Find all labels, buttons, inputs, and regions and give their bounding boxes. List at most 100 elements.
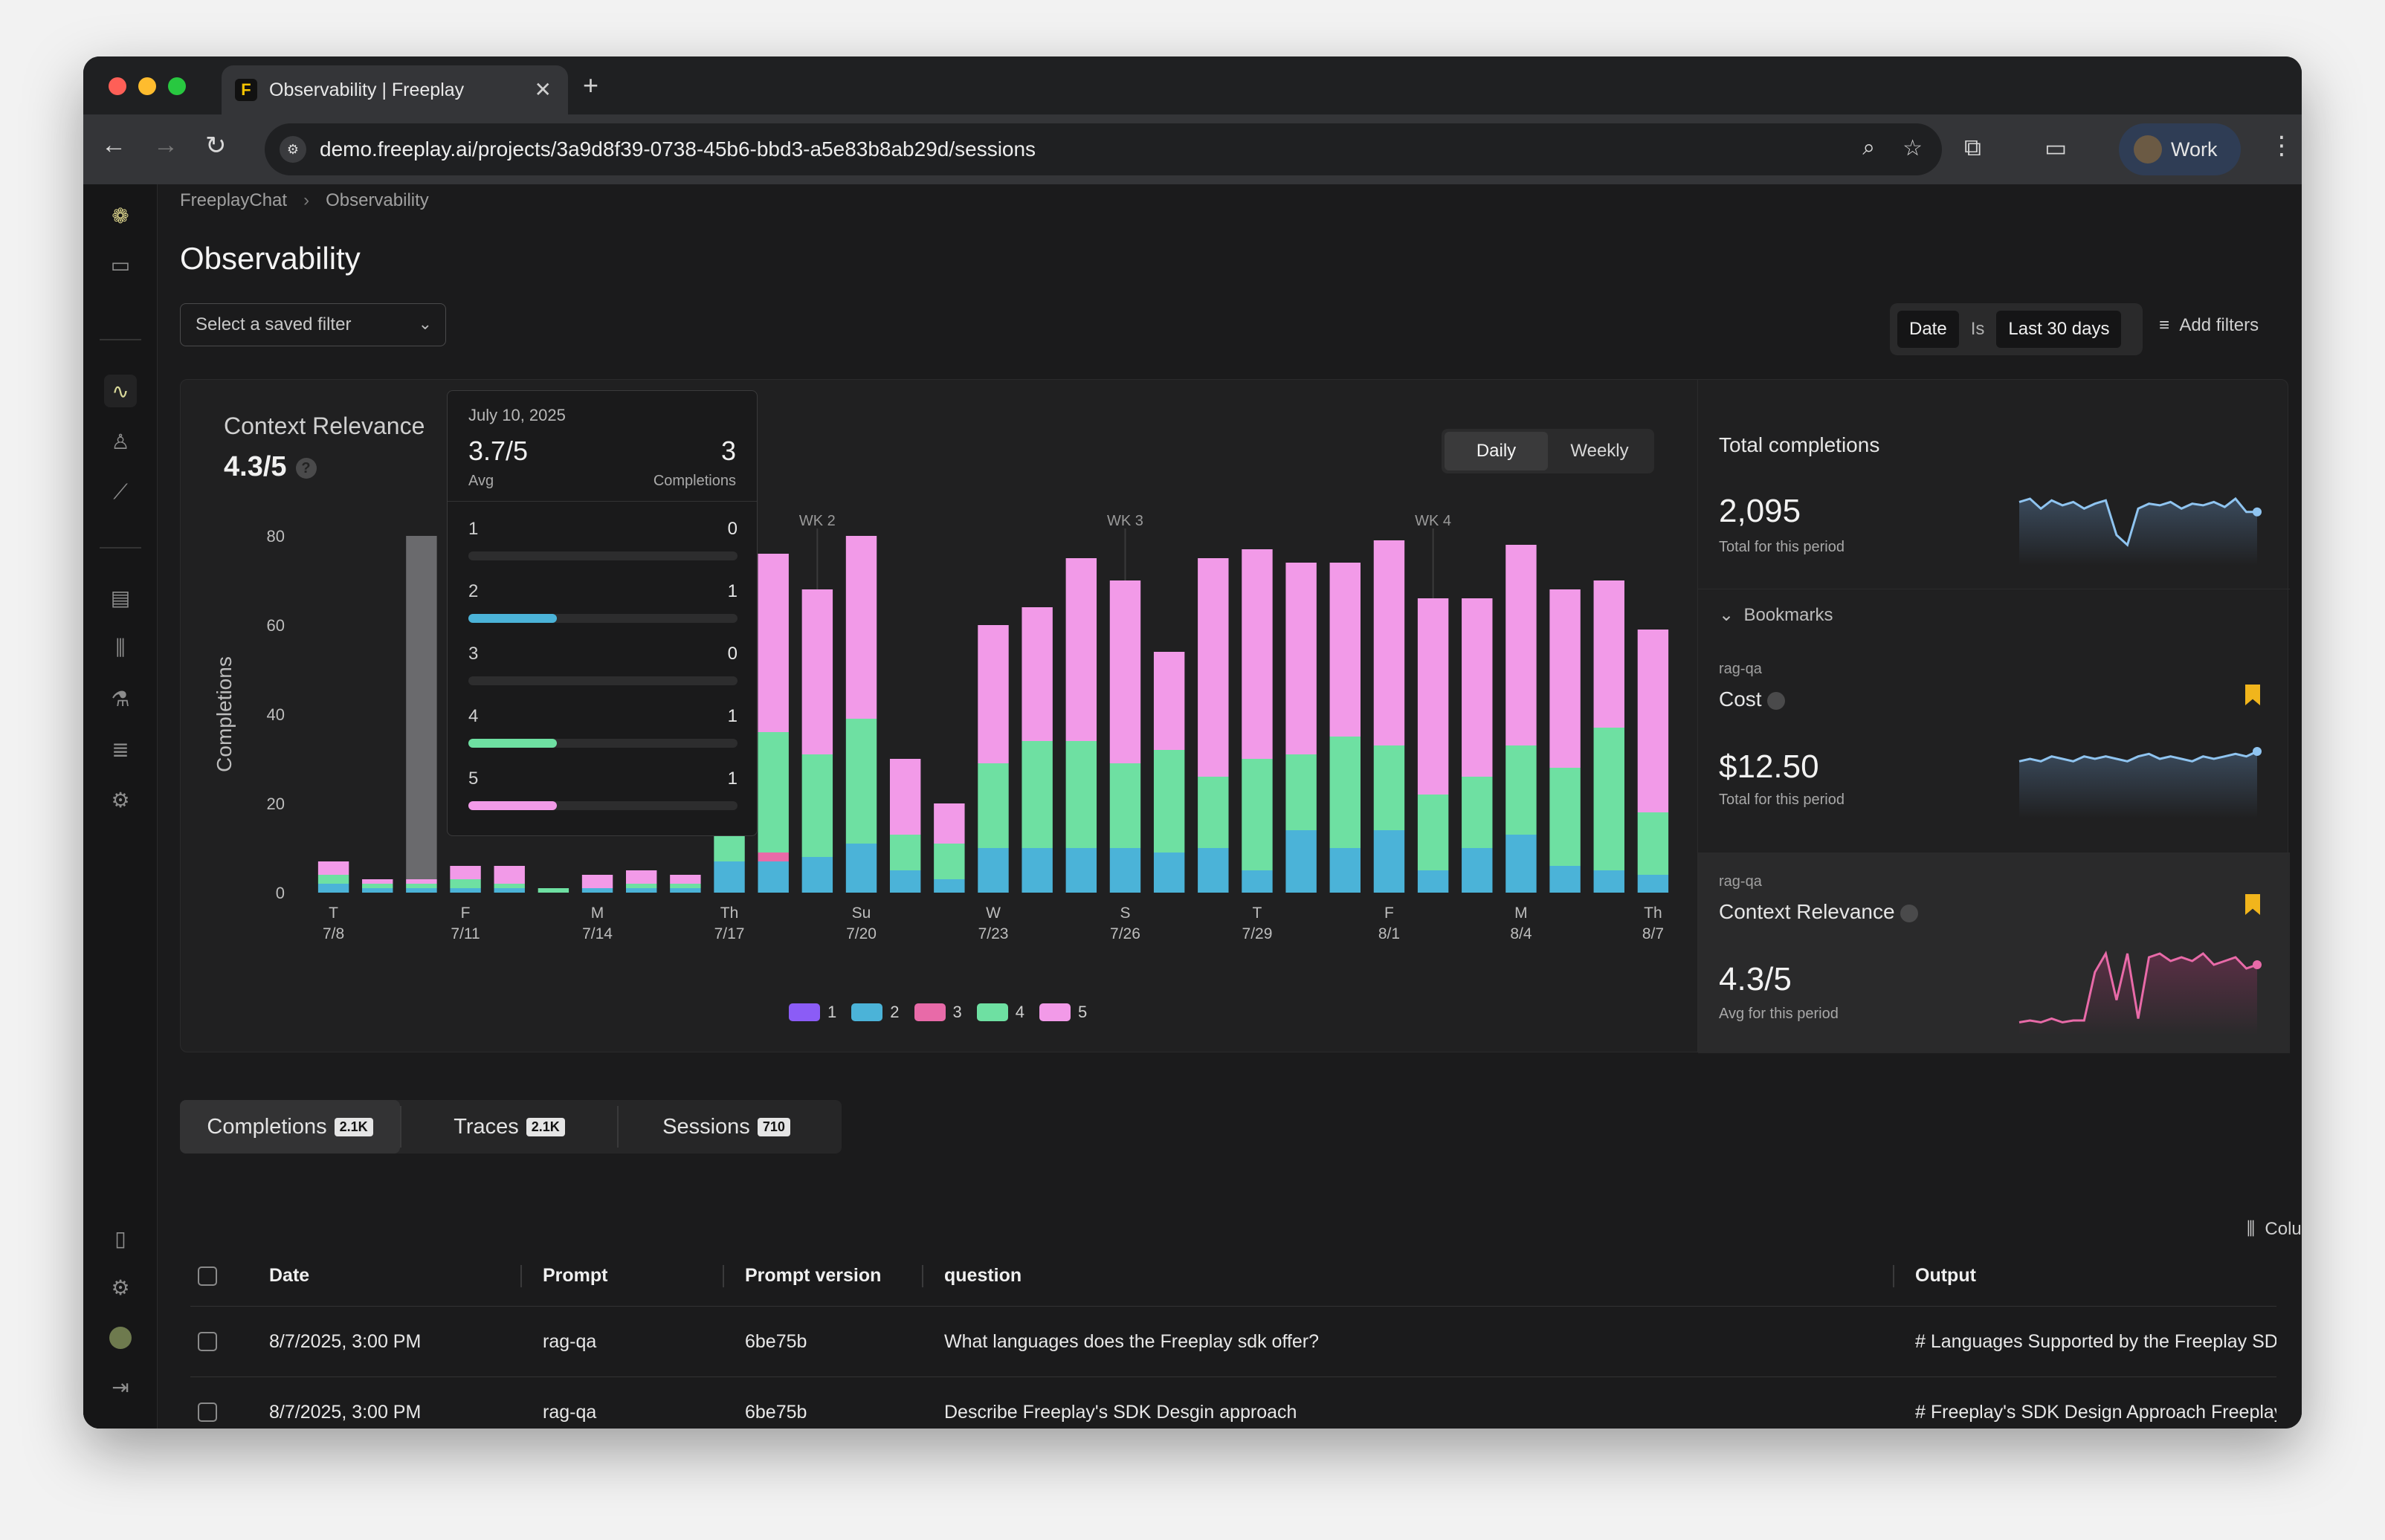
bar-series-5[interactable] (1593, 580, 1624, 728)
star-icon[interactable]: ☆ (1902, 136, 1923, 161)
columns-button[interactable]: ⫼ Columns (2247, 1219, 2302, 1239)
browser-menu-icon[interactable]: ⋮ (2269, 132, 2294, 160)
bar-series-5[interactable] (581, 875, 613, 888)
bar-series-5[interactable] (1505, 545, 1537, 745)
bar-series-4[interactable] (1505, 745, 1537, 835)
bar-series-2[interactable] (1242, 870, 1273, 893)
bookmark-icon[interactable] (2245, 894, 2260, 915)
bar-series-2[interactable] (1109, 848, 1141, 893)
legend-item[interactable]: 3 (914, 1003, 962, 1022)
bar-series-5[interactable] (1109, 580, 1141, 763)
cast-icon[interactable]: ▭ (2044, 135, 2068, 161)
total-completions-card[interactable]: Total completions 2,095 Total for this p… (1698, 380, 2290, 589)
bar-series-4[interactable] (934, 844, 965, 879)
bar-series-2[interactable] (1505, 835, 1537, 893)
bar-series-5[interactable] (978, 625, 1009, 763)
bar-series-2[interactable] (1153, 852, 1185, 893)
bar-series-4[interactable] (1329, 737, 1361, 848)
bar-series-5[interactable] (845, 536, 877, 719)
bar-series-5[interactable] (1153, 652, 1185, 750)
bar-series-4[interactable] (1242, 759, 1273, 870)
saved-filter-select[interactable]: Select a saved filter ⌄ (180, 303, 446, 346)
bar-series-2[interactable] (1022, 848, 1053, 893)
bar-series-4[interactable] (1153, 750, 1185, 852)
bar-series-2[interactable] (1285, 830, 1317, 893)
collapse-sidebar-icon[interactable]: ⇥ (112, 1375, 129, 1399)
bar-series-2[interactable] (1065, 848, 1097, 893)
bar-series-4[interactable] (538, 888, 569, 893)
zoom-window-button[interactable] (168, 77, 186, 95)
bar-series-5[interactable] (1329, 563, 1361, 737)
bar-series-5[interactable] (1417, 598, 1449, 795)
bar-series-2[interactable] (1373, 830, 1405, 893)
bar-series-5[interactable] (889, 759, 921, 835)
bar-series-5[interactable] (450, 866, 481, 879)
address-bar[interactable]: ⚙ demo.freeplay.ai/projects/3a9d8f39-073… (265, 123, 1942, 175)
bar-series-2[interactable] (1329, 848, 1361, 893)
bar-series-2[interactable] (670, 888, 701, 893)
book-icon[interactable]: ▯ (114, 1226, 126, 1250)
bar-series-4[interactable] (889, 835, 921, 870)
bar-series-5[interactable] (1285, 563, 1317, 754)
zoom-icon[interactable]: ⌕ (1862, 135, 1875, 160)
bar-series-2[interactable] (1462, 848, 1493, 893)
bar-series-2[interactable] (978, 848, 1009, 893)
back-arrow-icon[interactable]: ← (101, 131, 126, 159)
profile-button[interactable]: Work (2119, 123, 2241, 175)
legend-item[interactable]: 4 (976, 1003, 1024, 1022)
bar-series-2[interactable] (1593, 870, 1624, 893)
bar-series-2[interactable] (317, 884, 349, 893)
column-header[interactable]: Prompt (543, 1265, 608, 1286)
bar-series-4[interactable] (1462, 777, 1493, 848)
bar-series-5[interactable] (670, 875, 701, 884)
columns-icon[interactable]: ⫼ (115, 635, 126, 659)
notebook-icon[interactable]: ▤ (110, 586, 131, 609)
filter-value[interactable]: Last 30 days (1996, 311, 2122, 348)
legend-item[interactable]: 5 (1039, 1003, 1087, 1022)
bar-series-2[interactable] (758, 861, 789, 893)
folder-icon[interactable]: ▭ (110, 253, 131, 276)
bar-series-2[interactable] (450, 888, 481, 893)
bar-series-2[interactable] (1549, 866, 1581, 893)
bar-series-4[interactable] (362, 884, 393, 888)
bar-series-4[interactable] (845, 719, 877, 844)
minimize-window-button[interactable] (138, 77, 156, 95)
url-text[interactable]: demo.freeplay.ai/projects/3a9d8f39-0738-… (320, 138, 1036, 161)
flask-icon[interactable]: ⚗ (111, 687, 130, 711)
bar-series-2[interactable] (714, 861, 745, 893)
filter-operator[interactable]: Is (1970, 319, 1985, 339)
add-filters-button[interactable]: ≡ Add filters (2159, 315, 2259, 336)
bookmarks-toggle[interactable]: ⌄ Bookmarks (1719, 605, 1833, 625)
bar-series-2[interactable] (406, 888, 437, 893)
bar-series-2[interactable] (1417, 870, 1449, 893)
legend-item[interactable]: 1 (789, 1003, 836, 1022)
reload-icon[interactable]: ↻ (205, 132, 227, 160)
date-filter-chip[interactable]: Date Is Last 30 days (1890, 303, 2143, 355)
bar-series-4[interactable] (758, 732, 789, 852)
bar-series-2[interactable] (1637, 875, 1669, 893)
bar-series-2[interactable] (934, 879, 965, 893)
table-row[interactable]: 8/7/2025, 3:00 PM rag-qa 6be75b What langua… (190, 1307, 2276, 1377)
list-icon[interactable]: ≣ (112, 737, 129, 761)
bar-series-4[interactable] (317, 875, 349, 884)
bar-series-5[interactable] (1065, 558, 1097, 741)
weekly-button[interactable]: Weekly (1570, 441, 1629, 461)
column-header[interactable]: question (944, 1265, 1022, 1286)
column-header[interactable]: Output (1915, 1265, 1976, 1286)
new-tab-icon[interactable]: + (583, 70, 599, 100)
freeplay-logo-icon[interactable]: ❁ (112, 204, 129, 227)
bookmark-icon[interactable] (2245, 685, 2260, 705)
extensions-icon[interactable]: ⧉ (1964, 134, 1981, 161)
bar-series-2[interactable] (581, 888, 613, 893)
browser-tab[interactable]: F Observability | Freeplay ✕ (222, 65, 568, 114)
bar-series-4[interactable] (801, 754, 833, 857)
bar-series-2[interactable] (801, 857, 833, 893)
tab-completions[interactable]: Completions 2.1K (180, 1100, 400, 1154)
column-header[interactable]: Prompt version (745, 1265, 882, 1286)
granularity-toggle[interactable]: Daily Weekly (1442, 429, 1654, 473)
bar-series-4[interactable] (450, 879, 481, 888)
bar-series-2[interactable] (362, 888, 393, 893)
gear-icon[interactable]: ⚙ (111, 788, 130, 812)
user-avatar[interactable] (104, 1321, 137, 1354)
bar-series-5[interactable] (801, 589, 833, 754)
